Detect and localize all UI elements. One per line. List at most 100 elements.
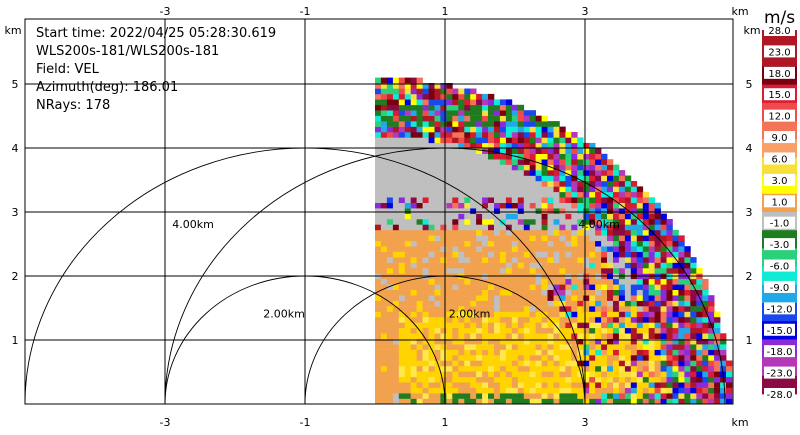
velocity-gate	[595, 338, 602, 345]
velocity-gate	[464, 181, 471, 187]
velocity-gate	[547, 344, 554, 350]
velocity-gate	[482, 132, 489, 138]
velocity-gate	[416, 175, 423, 182]
velocity-gate	[636, 317, 644, 323]
velocity-gate	[613, 197, 620, 203]
velocity-gate	[577, 306, 584, 312]
velocity-gate	[690, 327, 697, 334]
velocity-gate	[392, 387, 400, 394]
velocity-gate	[613, 278, 620, 285]
velocity-gate	[571, 365, 578, 372]
velocity-gate	[517, 175, 525, 182]
velocity-gate	[458, 224, 465, 231]
velocity-gate	[392, 126, 400, 133]
velocity-gate	[464, 295, 471, 301]
velocity-gate	[446, 197, 453, 203]
velocity-gate	[547, 213, 554, 220]
velocity-gate	[458, 382, 465, 388]
velocity-gate	[511, 181, 519, 187]
velocity-gate	[589, 398, 596, 404]
velocity-gate	[380, 240, 388, 247]
velocity-gate	[535, 393, 542, 399]
velocity-gate	[386, 344, 394, 350]
velocity-gate	[422, 317, 429, 323]
velocity-gate	[482, 93, 489, 100]
velocity-gate	[654, 268, 661, 274]
velocity-gate	[565, 219, 572, 225]
velocity-gate	[416, 333, 423, 339]
velocity-gate	[583, 382, 590, 388]
velocity-gate	[452, 322, 459, 329]
colorbar-tick-label: -23.0	[767, 369, 793, 380]
velocity-gate	[613, 208, 620, 214]
velocity-gate	[511, 110, 519, 116]
velocity-gate	[380, 398, 388, 404]
velocity-gate	[583, 186, 590, 193]
velocity-gate	[410, 295, 417, 301]
velocity-gate	[488, 295, 495, 301]
velocity-gate	[648, 224, 655, 231]
velocity-gate	[458, 327, 465, 334]
velocity-gate	[571, 208, 578, 214]
velocity-gate	[440, 393, 447, 399]
velocity-gate	[422, 289, 429, 296]
velocity-gate	[386, 77, 394, 84]
velocity-gate	[517, 349, 525, 356]
velocity-gate	[535, 289, 542, 296]
velocity-gate	[398, 126, 406, 133]
velocity-gate	[476, 104, 483, 111]
velocity-gate	[422, 115, 429, 122]
velocity-gate	[571, 153, 578, 160]
velocity-gate	[529, 284, 536, 290]
velocity-gate	[666, 376, 673, 383]
velocity-gate	[476, 186, 483, 193]
velocity-gate	[422, 202, 429, 209]
velocity-gate	[511, 338, 519, 345]
velocity-gate	[422, 371, 429, 378]
velocity-gate	[446, 262, 453, 269]
velocity-gate	[702, 322, 709, 329]
velocity-gate	[547, 191, 554, 198]
velocity-gate	[589, 349, 596, 356]
velocity-gate	[452, 159, 459, 165]
velocity-gate	[470, 382, 477, 388]
velocity-gate	[672, 229, 679, 236]
velocity-gate	[398, 197, 406, 203]
velocity-gate	[404, 306, 412, 312]
velocity-gate	[499, 317, 507, 323]
velocity-gate	[434, 208, 441, 214]
velocity-gate	[678, 306, 685, 312]
velocity-gate	[595, 322, 602, 329]
velocity-gate	[583, 355, 590, 361]
velocity-gate	[482, 191, 489, 198]
velocity-gate	[422, 88, 429, 95]
velocity-gate	[464, 251, 471, 258]
velocity-gate	[470, 262, 477, 269]
velocity-gate	[392, 170, 400, 176]
velocity-gate	[470, 121, 477, 127]
velocity-gate	[410, 170, 417, 176]
velocity-gate	[696, 376, 703, 383]
velocity-gate	[470, 300, 477, 307]
velocity-gate	[559, 159, 566, 165]
velocity-gate	[470, 306, 477, 312]
velocity-gate	[422, 322, 429, 329]
velocity-gate	[398, 344, 406, 350]
velocity-gate	[678, 235, 685, 242]
velocity-gate	[565, 387, 572, 394]
velocity-gate	[464, 355, 471, 361]
velocity-gate	[482, 121, 489, 127]
velocity-gate	[696, 349, 703, 356]
velocity-gate	[529, 268, 536, 274]
velocity-gate	[601, 197, 608, 203]
velocity-gate	[601, 181, 608, 187]
velocity-gate	[499, 393, 507, 399]
velocity-gate	[714, 387, 721, 394]
velocity-gate	[440, 88, 447, 95]
velocity-gate	[375, 88, 382, 95]
velocity-gate	[535, 257, 542, 263]
velocity-gate	[541, 240, 548, 247]
velocity-gate	[386, 262, 394, 269]
velocity-gate	[428, 393, 435, 399]
velocity-gate	[666, 371, 673, 378]
